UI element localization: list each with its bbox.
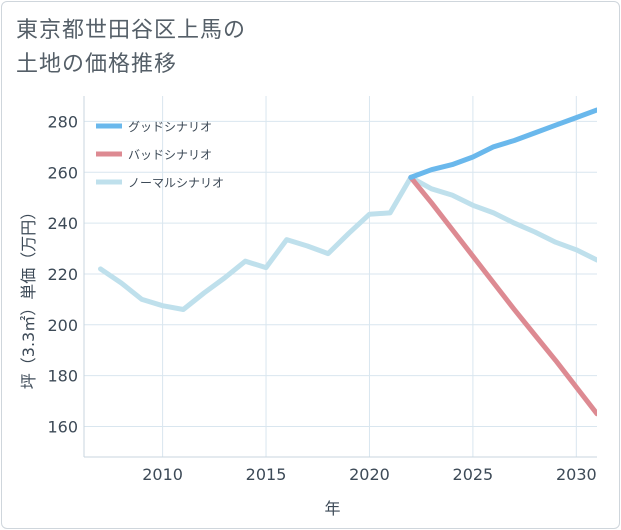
chart-title-line2: 土地の価格推移 xyxy=(16,52,178,77)
x-tick-label: 2020 xyxy=(349,465,390,484)
series-lines xyxy=(98,107,597,417)
series-line-0 xyxy=(408,107,597,180)
legend-label-2: ノーマルシナリオ xyxy=(128,176,224,190)
y-axis-label: 坪（3.3㎡）単価（万円） xyxy=(19,204,38,389)
x-tick-label: 2010 xyxy=(142,465,183,484)
legend-label-1: バッドシナリオ xyxy=(128,148,212,162)
grid xyxy=(84,96,597,457)
x-tick-label: 2030 xyxy=(556,465,597,484)
legend-label-0: グッドシナリオ xyxy=(128,120,212,134)
chart-title: 東京都世田谷区上馬の 土地の価格推移 xyxy=(16,14,246,82)
y-tick-label: 160 xyxy=(47,417,78,436)
y-tick-label: 240 xyxy=(47,214,78,233)
x-axis-label: 年 xyxy=(324,499,340,518)
chart-title-line1: 東京都世田谷区上馬の xyxy=(16,18,247,43)
y-tick-label: 180 xyxy=(47,367,78,386)
x-tick-label: 2025 xyxy=(453,465,494,484)
y-tick-label: 200 xyxy=(47,316,78,335)
y-tick-label: 260 xyxy=(47,163,78,182)
axes: 160 180 200 220 240 260 280 2010 2015 2020 2025 203… xyxy=(19,96,597,518)
y-tick-label: 280 xyxy=(47,112,78,131)
series-line-2 xyxy=(98,174,597,312)
y-tick-label: 220 xyxy=(47,265,78,284)
series-line-1 xyxy=(408,174,597,417)
x-tick-label: 2015 xyxy=(246,465,287,484)
